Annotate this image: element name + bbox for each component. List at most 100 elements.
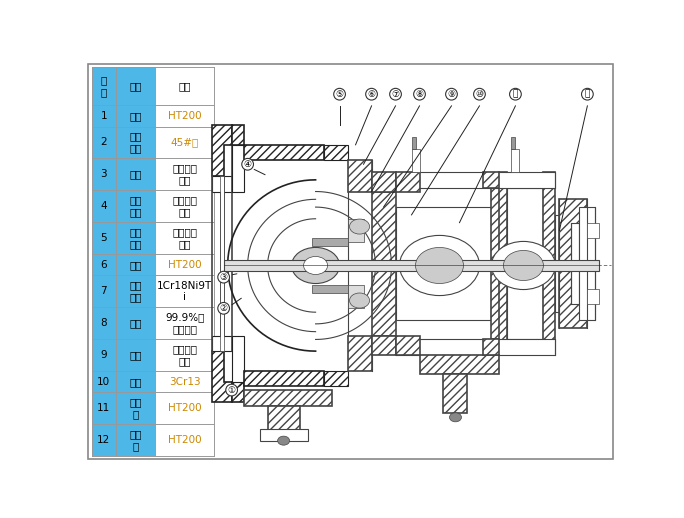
Text: 聚全氟乙
丙烯: 聚全氟乙 丙烯 [172,227,197,249]
Text: HT200: HT200 [168,404,202,413]
Text: 聚全氟乙
丙烯: 聚全氟乙 丙烯 [172,164,197,185]
Bar [116,424,155,456]
Polygon shape [555,215,571,312]
Bar [116,222,155,254]
Bar [155,67,214,105]
Polygon shape [260,429,308,441]
Polygon shape [395,207,491,320]
Text: ⑧: ⑧ [415,90,423,99]
Text: 填充四氟
乙烯: 填充四氟 乙烯 [172,344,197,366]
Bar [92,339,116,371]
Circle shape [291,248,339,283]
Bar [116,190,155,222]
Polygon shape [395,172,419,192]
Polygon shape [443,375,467,413]
Polygon shape [324,145,347,161]
Text: 6: 6 [101,260,107,270]
Text: 11: 11 [97,404,110,413]
Circle shape [449,413,462,422]
Text: 8: 8 [101,318,107,328]
Bar [92,67,116,105]
Bar [116,276,155,307]
Circle shape [399,235,479,296]
Text: 泵轴: 泵轴 [129,377,142,387]
Polygon shape [211,125,232,176]
Bar [155,339,214,371]
Text: 45#钢: 45#钢 [170,137,199,148]
Text: ④: ④ [244,160,252,169]
Circle shape [415,248,464,283]
Text: ⑦: ⑦ [391,90,399,99]
Bar [155,222,214,254]
Text: 泵体: 泵体 [129,111,142,121]
Text: 9: 9 [101,350,107,360]
Text: 聚全氟乙
丙烯: 聚全氟乙 丙烯 [172,195,197,217]
Text: ⑤: ⑤ [336,90,343,99]
Text: 动环: 动环 [129,350,142,360]
Polygon shape [224,260,599,271]
Bar [92,393,116,424]
Polygon shape [312,285,347,293]
Bar [155,276,214,307]
Bar [92,222,116,254]
Circle shape [503,250,543,281]
Circle shape [304,256,328,275]
Text: 静环: 静环 [129,318,142,328]
Polygon shape [588,289,599,305]
Text: 3Cr13: 3Cr13 [169,377,200,387]
Polygon shape [484,339,499,355]
Polygon shape [508,188,543,339]
Polygon shape [211,351,232,402]
Bar [155,371,214,393]
Bar [155,424,214,456]
Text: 泵盖
衬里: 泵盖 衬里 [129,227,142,249]
Text: 叶轮
骨架: 叶轮 骨架 [129,132,142,153]
Bar [92,424,116,456]
Text: ⑥: ⑥ [367,90,376,99]
Text: 联轴
器: 联轴 器 [129,429,142,451]
Text: 12: 12 [97,435,110,445]
Bar [155,254,214,276]
Text: 3: 3 [101,169,107,179]
Bar [116,126,155,159]
Polygon shape [347,285,364,308]
Bar [116,393,155,424]
Bar [92,126,116,159]
Bar [116,339,155,371]
Bar [92,371,116,393]
Text: 10: 10 [97,377,110,387]
Bar [92,307,116,339]
Bar [116,67,155,105]
Bar [116,371,155,393]
Polygon shape [412,149,419,172]
Polygon shape [571,223,579,305]
Polygon shape [232,145,244,192]
Bar [116,159,155,190]
Text: 叶轮: 叶轮 [129,169,142,179]
Polygon shape [395,336,419,355]
Text: ⑨: ⑨ [447,90,456,99]
Text: ③: ③ [220,272,228,282]
Polygon shape [347,219,364,242]
Polygon shape [543,172,555,355]
Bar [155,159,214,190]
Polygon shape [211,336,232,351]
Polygon shape [491,188,508,339]
Text: 机封
压盖: 机封 压盖 [129,281,142,302]
Text: 4: 4 [101,202,107,211]
Polygon shape [579,207,595,320]
Polygon shape [347,161,371,192]
Bar [116,105,155,126]
Text: HT200: HT200 [168,111,202,121]
Text: 材质: 材质 [179,81,191,91]
Text: 2: 2 [101,137,107,148]
Polygon shape [244,390,332,406]
Text: 轴承
体: 轴承 体 [129,398,142,419]
Circle shape [350,293,369,308]
Text: HT200: HT200 [168,260,202,270]
Circle shape [350,219,369,234]
Polygon shape [267,406,300,437]
Bar [155,126,214,159]
Polygon shape [484,172,499,188]
Text: 5: 5 [101,233,107,243]
